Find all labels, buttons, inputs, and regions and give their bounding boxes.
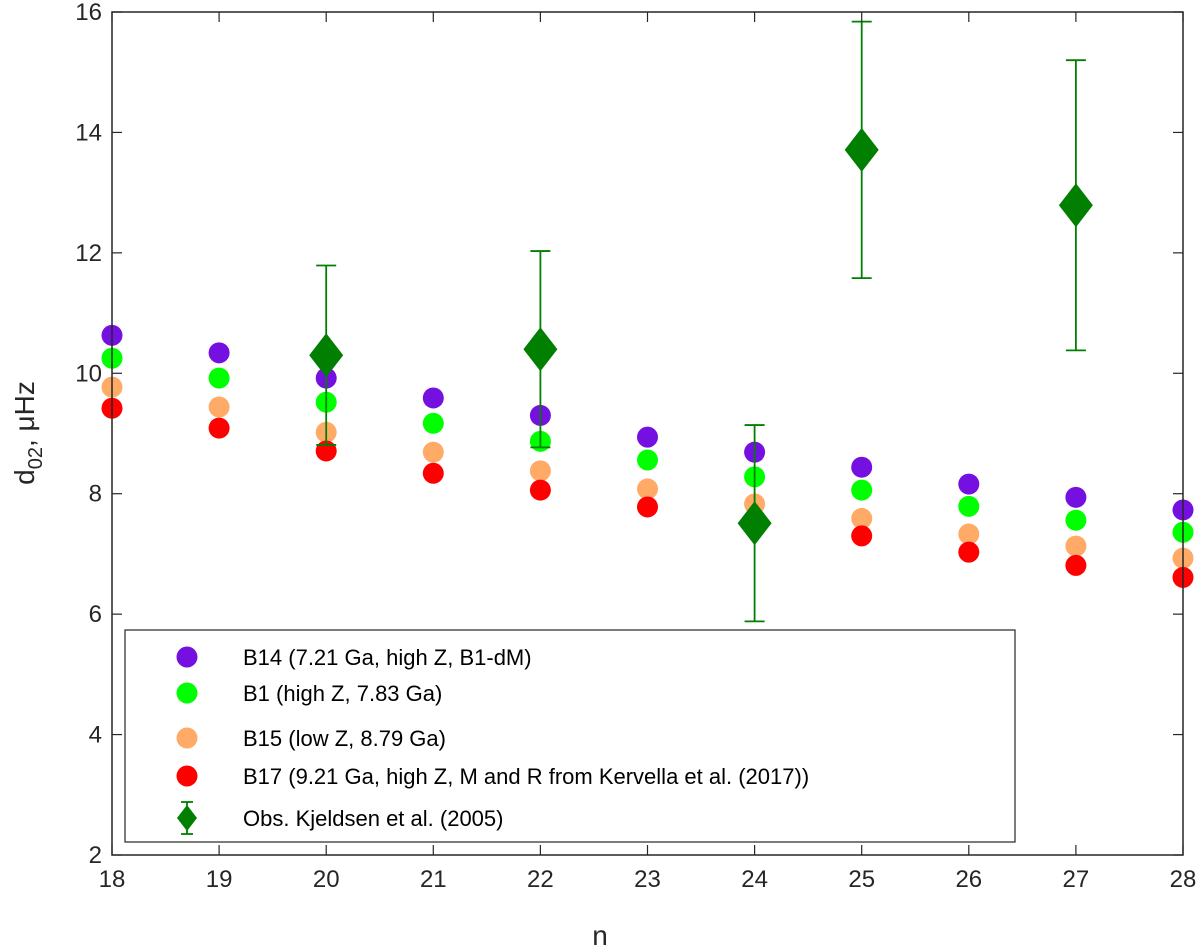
- data-point: [422, 462, 444, 484]
- y-tick-label: 6: [89, 601, 102, 628]
- x-tick-label: 26: [955, 866, 982, 893]
- x-tick-label: 28: [1170, 866, 1197, 893]
- data-point: [208, 367, 230, 389]
- data-point: [851, 479, 873, 501]
- obs-point: [523, 327, 558, 372]
- data-point: [958, 495, 980, 517]
- y-axis-label: d02, μHz: [9, 381, 47, 485]
- data-point: [851, 456, 873, 478]
- x-tick-label: 24: [741, 866, 768, 893]
- data-point: [1065, 486, 1087, 508]
- obs-point: [309, 333, 344, 378]
- legend-circle-marker: [176, 765, 198, 787]
- data-point: [1065, 509, 1087, 531]
- y-tick-label: 2: [89, 842, 102, 869]
- y-tick-label: 4: [89, 722, 102, 749]
- data-point: [637, 449, 658, 471]
- data-point: [851, 525, 873, 547]
- data-point: [958, 541, 980, 563]
- data-point: [529, 479, 551, 501]
- legend-label: B15 (low Z, 8.79 Ga): [243, 726, 446, 751]
- legend-label: B17 (9.21 Ga, high Z, M and R from Kerve…: [243, 764, 809, 789]
- data-point: [529, 460, 551, 482]
- legend-diamond-marker: [177, 805, 197, 831]
- data-point: [637, 426, 658, 448]
- obs-point: [737, 501, 772, 546]
- y-tick-label: 14: [75, 119, 102, 146]
- y-tick-label: 12: [75, 240, 102, 267]
- x-tick-label: 27: [1063, 866, 1090, 893]
- data-point: [637, 496, 658, 518]
- data-point: [422, 441, 444, 463]
- x-tick-label: 23: [634, 866, 661, 893]
- obs-point: [844, 127, 879, 172]
- data-point: [208, 396, 230, 418]
- data-point: [958, 473, 980, 495]
- legend-circle-marker: [176, 646, 198, 668]
- x-axis-label: n: [592, 920, 608, 950]
- legend: B14 (7.21 Ga, high Z, B1-dM) B1 (high Z, …: [124, 629, 1016, 843]
- data-point: [958, 523, 980, 545]
- legend-label: B1 (high Z, 7.83 Ga): [243, 681, 442, 706]
- x-tick-label: 18: [99, 866, 126, 893]
- data-point: [422, 412, 444, 434]
- data-point: [422, 387, 444, 409]
- x-tick-label: 20: [313, 866, 340, 893]
- x-tick-label: 25: [848, 866, 875, 893]
- data-point: [1065, 554, 1087, 576]
- data-point: [208, 417, 230, 439]
- data-point: [208, 342, 230, 364]
- data-point: [1065, 535, 1087, 557]
- data-point: [637, 478, 658, 500]
- x-tick-label: 22: [527, 866, 554, 893]
- legend-circle-marker: [176, 727, 198, 749]
- x-tick-label: 21: [420, 866, 447, 893]
- y-tick-label: 10: [75, 360, 102, 387]
- legend-label: B14 (7.21 Ga, high Z, B1-dM): [243, 645, 532, 670]
- x-tick-label: 19: [206, 866, 233, 893]
- y-tick-label: 16: [75, 0, 102, 26]
- legend-label: Obs. Kjeldsen et al. (2005): [243, 806, 503, 831]
- legend-box: [124, 629, 1016, 843]
- obs-point: [1058, 183, 1093, 228]
- plot-marks: [101, 20, 1194, 623]
- data-point: [851, 507, 873, 529]
- y-tick-label: 8: [89, 481, 102, 508]
- legend-circle-marker: [176, 682, 198, 704]
